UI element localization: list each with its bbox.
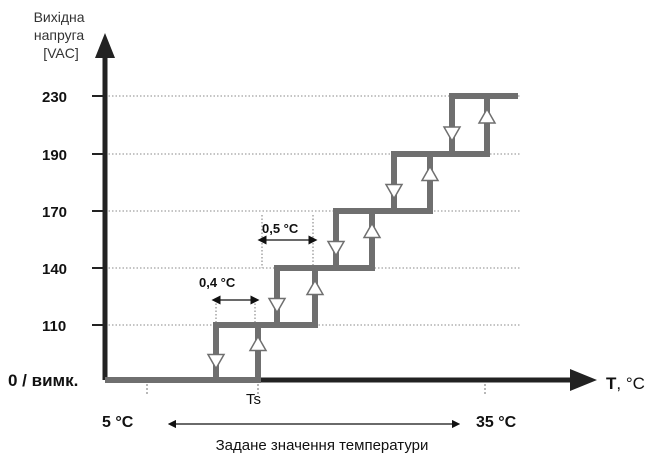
falling-arrow-1 bbox=[206, 353, 226, 371]
rising-arrow-3 bbox=[362, 221, 382, 239]
y-axis-label-line-3: [VAC] bbox=[43, 45, 79, 61]
rising-arrow-4 bbox=[420, 164, 440, 182]
y-axis-arrowhead bbox=[95, 33, 115, 58]
range-min-label: 5 °C bbox=[102, 414, 134, 431]
x-axis-arrowhead bbox=[570, 369, 597, 391]
falling-arrow-2 bbox=[267, 297, 287, 315]
setpoint-label: Ts bbox=[246, 391, 261, 408]
falling-path bbox=[105, 93, 487, 383]
y-axis-label: Вихідна напруга [VAC] bbox=[34, 9, 89, 61]
y-tick-label-110: 110 bbox=[42, 318, 66, 335]
range-max-label: 35 °C bbox=[476, 414, 517, 431]
falling-arrow-5 bbox=[442, 126, 462, 143]
y-tick-labels: 0 / вимк. 110 140 170 190 230 bbox=[8, 89, 78, 390]
falling-arrow-3 bbox=[326, 240, 346, 258]
rising-arrow-2 bbox=[305, 278, 325, 296]
x-axis-label-unit: , °C bbox=[616, 374, 645, 393]
range-caption: Задане значення температури bbox=[216, 437, 429, 454]
step-curve bbox=[105, 93, 518, 383]
y-tick-label-140: 140 bbox=[42, 261, 67, 278]
y-axis-label-line-1: Вихідна bbox=[34, 9, 85, 25]
rising-path bbox=[105, 93, 518, 383]
y-tick-label-230: 230 bbox=[42, 89, 67, 106]
hysteresis-annotation: 0,4 °C bbox=[199, 275, 236, 290]
y-tick-label-190: 190 bbox=[42, 147, 67, 164]
rising-arrow-5 bbox=[477, 107, 497, 124]
falling-arrow-4 bbox=[384, 183, 404, 201]
y-axis-label-line-2: напруга bbox=[34, 27, 85, 43]
y-tick-label-170: 170 bbox=[42, 204, 67, 221]
x-axis-label: T, °C bbox=[606, 374, 645, 393]
y-tick-label-0: 0 / вимк. bbox=[8, 371, 78, 390]
rising-arrow-1 bbox=[248, 334, 268, 352]
x-axis-label-symbol: T bbox=[606, 374, 617, 393]
step-width-annotation: 0,5 °C bbox=[262, 221, 299, 236]
